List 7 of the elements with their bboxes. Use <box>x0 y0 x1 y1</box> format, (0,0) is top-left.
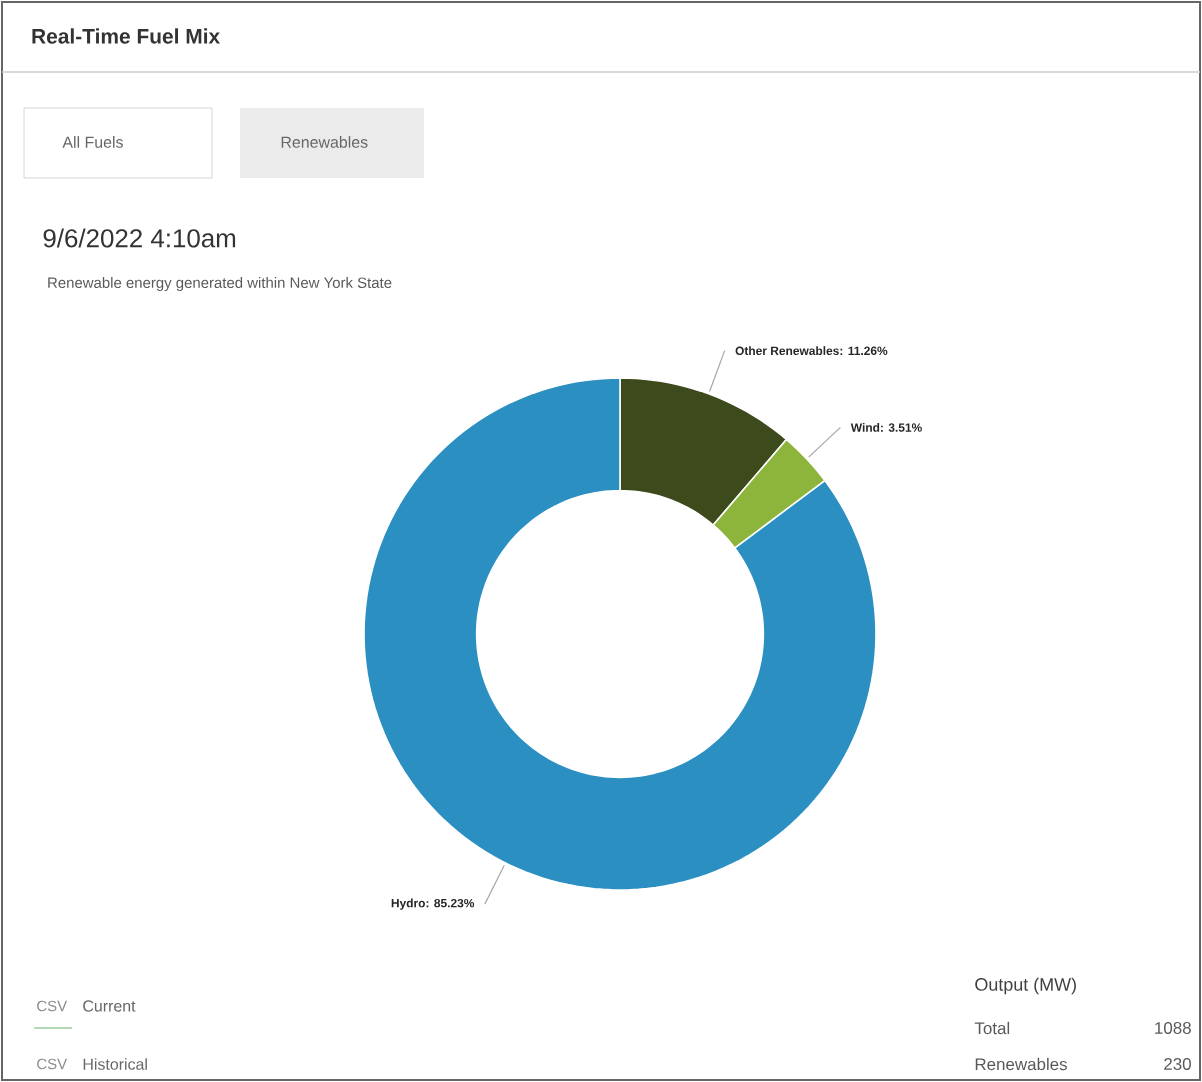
text: 1088 <box>1155 1022 1191 1034</box>
text: 9/6/2022 4:10am <box>43 228 236 248</box>
text: 230 <box>1164 1058 1191 1070</box>
text: Real-Time Fuel Mix <box>32 28 220 44</box>
text: Output (MW) <box>975 977 1076 995</box>
text: Renewables <box>975 1057 1067 1071</box>
text: Total <box>974 1021 1010 1035</box>
